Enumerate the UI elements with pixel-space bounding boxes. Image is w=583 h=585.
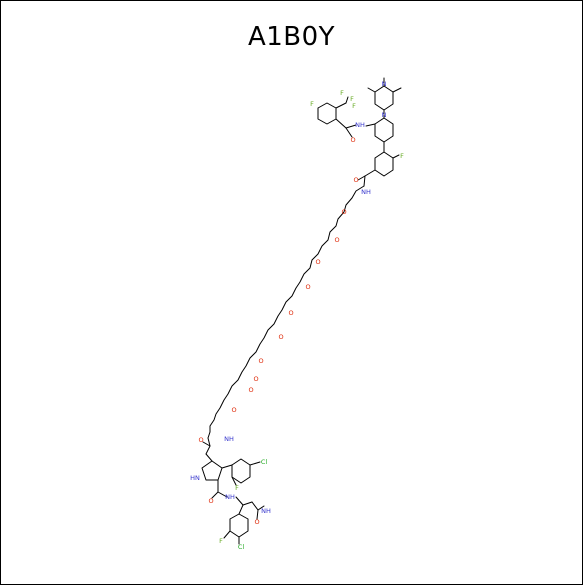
atom-label: HN	[190, 474, 200, 482]
atom-label: NH	[224, 435, 234, 443]
bond-lines	[201, 77, 402, 545]
piperazine-ring	[374, 85, 394, 111]
atom-label: NH	[225, 493, 235, 501]
atom-label: F	[235, 484, 239, 492]
atom-label: Cl	[238, 543, 245, 551]
atom-label: O	[258, 357, 263, 365]
atom-label: F	[340, 89, 344, 97]
aniline-ring	[374, 117, 394, 143]
atom-label: F	[219, 537, 223, 545]
atom-label: O	[334, 236, 339, 244]
atom-labels: F F F F NH O N N F O NH O O O O O O O O …	[190, 80, 404, 551]
atom-label: O	[231, 406, 236, 414]
atom-label: O	[353, 176, 358, 184]
atom-label: NH	[361, 188, 371, 196]
chlorofluorophenyl-ring-lower	[229, 513, 249, 538]
atom-label: O	[253, 375, 258, 383]
atom-label: O	[350, 136, 355, 144]
chlorofluorophenyl-ring-upper	[231, 458, 251, 484]
atom-label: F	[352, 102, 356, 110]
atom-label: O	[278, 333, 283, 341]
atom-label: F	[400, 152, 404, 160]
atom-label: F	[350, 95, 354, 103]
atom-label: O	[305, 283, 310, 291]
atom-label: N	[382, 111, 387, 119]
atom-label: NH	[261, 507, 271, 515]
atom-label: O	[248, 386, 253, 394]
fluorophenyl-ring-middle	[374, 151, 394, 177]
peg-linker-chain	[207, 185, 365, 439]
molecule-id-title: A1B0Y	[247, 22, 336, 52]
pyrrole-ring	[201, 460, 223, 481]
atom-label: O	[341, 208, 346, 216]
fluorophenyl-ring-top	[317, 102, 337, 125]
atom-label: O	[288, 309, 293, 317]
atom-label: O	[315, 258, 320, 266]
atom-label: O	[254, 518, 259, 526]
atom-label: N	[382, 80, 387, 88]
atom-label: F	[310, 100, 314, 108]
atom-label: Cl	[261, 458, 268, 466]
atom-label: O	[198, 436, 203, 444]
atom-label: NH	[355, 121, 365, 129]
atom-label: O	[208, 497, 213, 505]
